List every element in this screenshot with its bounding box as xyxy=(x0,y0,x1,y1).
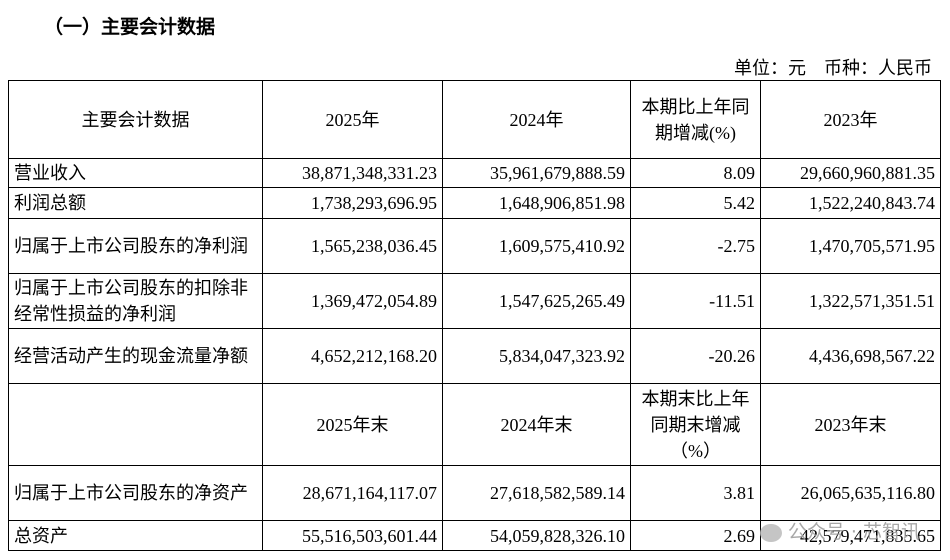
value-cell: 1,522,240,843.74 xyxy=(760,187,941,219)
row-label: 归属于上市公司股东的净资产 xyxy=(8,465,263,521)
section-title: （一）主要会计数据 xyxy=(44,16,216,38)
value-cell: 26,065,635,116.80 xyxy=(760,465,941,521)
watermark-icon xyxy=(759,523,782,542)
value-cell: -11.51 xyxy=(630,273,761,329)
value-cell: 1,738,293,696.95 xyxy=(262,187,443,219)
value-cell: 4,652,212,168.20 xyxy=(262,328,443,384)
watermark-text: 公众号 · 芯智讯 xyxy=(787,521,920,543)
row-label: 营业收入 xyxy=(8,158,263,188)
header-cell: 本期比上年同期增减(%) xyxy=(630,80,761,159)
unit-line: 单位：元 币种：人民币 xyxy=(734,58,932,78)
header-row: 2025年末 2024年末 本期末比上年同期末增减（%） 2023年末 xyxy=(8,383,941,466)
value-cell: 1,547,625,265.49 xyxy=(442,273,631,329)
data-table: 主要会计数据 2025年 2024年 本期比上年同期增减(%) 2023年 营业收入 38,… xyxy=(8,80,941,551)
header-cell: 2025年 xyxy=(262,80,443,159)
value-cell: -2.75 xyxy=(630,218,761,274)
value-cell: 35,961,679,888.59 xyxy=(442,158,631,188)
data-row: 利润总额 1,738,293,696.95 1,648,906,851.98 5.42… xyxy=(8,187,941,219)
value-cell: 4,436,698,567.22 xyxy=(760,328,941,384)
header-cell: 2025年末 xyxy=(262,383,443,466)
data-row: 归属于上市公司股东的扣除非经常性损益的净利润 1,369,472,054.89 1,… xyxy=(8,273,941,329)
row-label: 经营活动产生的现金流量净额 xyxy=(8,328,263,384)
value-cell: 5,834,047,323.92 xyxy=(442,328,631,384)
watermark: 公众号 · 芯智讯 xyxy=(759,517,920,544)
header-cell: 2024年 xyxy=(442,80,631,159)
row-label: 归属于上市公司股东的扣除非经常性损益的净利润 xyxy=(8,273,263,329)
value-cell: 1,565,238,036.45 xyxy=(262,218,443,274)
value-cell: 29,660,960,881.35 xyxy=(760,158,941,188)
header-cell: 本期末比上年同期末增减（%） xyxy=(630,383,761,466)
value-cell: 5.42 xyxy=(630,187,761,219)
value-cell: -20.26 xyxy=(630,328,761,384)
row-label: 归属于上市公司股东的净利润 xyxy=(8,218,263,274)
value-cell: 38,871,348,331.23 xyxy=(262,158,443,188)
header-cell: 2024年末 xyxy=(442,383,631,466)
data-row: 经营活动产生的现金流量净额 4,652,212,168.20 5,834,047,3… xyxy=(8,328,941,384)
header-cell: 2023年 xyxy=(760,80,941,159)
table-body: 主要会计数据 2025年 2024年 本期比上年同期增减(%) 2023年 营业收入 38,… xyxy=(8,80,941,551)
value-cell: 54,059,828,326.10 xyxy=(442,520,631,551)
header-row: 主要会计数据 2025年 2024年 本期比上年同期增减(%) 2023年 xyxy=(8,80,941,159)
value-cell: 3.81 xyxy=(630,465,761,521)
value-cell: 28,671,164,117.07 xyxy=(262,465,443,521)
row-label: 总资产 xyxy=(8,520,263,551)
data-row: 归属于上市公司股东的净资产 28,671,164,117.07 27,618,582… xyxy=(8,465,941,521)
data-row: 营业收入 38,871,348,331.23 35,961,679,888.59 8.… xyxy=(8,158,941,188)
value-cell: 1,470,705,571.95 xyxy=(760,218,941,274)
row-label: 利润总额 xyxy=(8,187,263,219)
value-cell: 2.69 xyxy=(630,520,761,551)
header-cell: 主要会计数据 xyxy=(8,80,263,159)
value-cell: 42,579,471,835.65 xyxy=(760,520,941,551)
value-cell: 1,648,906,851.98 xyxy=(442,187,631,219)
data-row: 总资产 55,516,503,601.44 54,059,828,326.10 2.6… xyxy=(8,520,941,551)
value-cell: 27,618,582,589.14 xyxy=(442,465,631,521)
value-cell: 8.09 xyxy=(630,158,761,188)
value-cell: 1,369,472,054.89 xyxy=(262,273,443,329)
data-row: 归属于上市公司股东的净利润 1,565,238,036.45 1,609,575,4… xyxy=(8,218,941,274)
header-cell: 2023年末 xyxy=(760,383,941,466)
value-cell: 55,516,503,601.44 xyxy=(262,520,443,551)
value-cell: 1,322,571,351.51 xyxy=(760,273,941,329)
empty-cell xyxy=(8,383,263,466)
value-cell: 1,609,575,410.92 xyxy=(442,218,631,274)
